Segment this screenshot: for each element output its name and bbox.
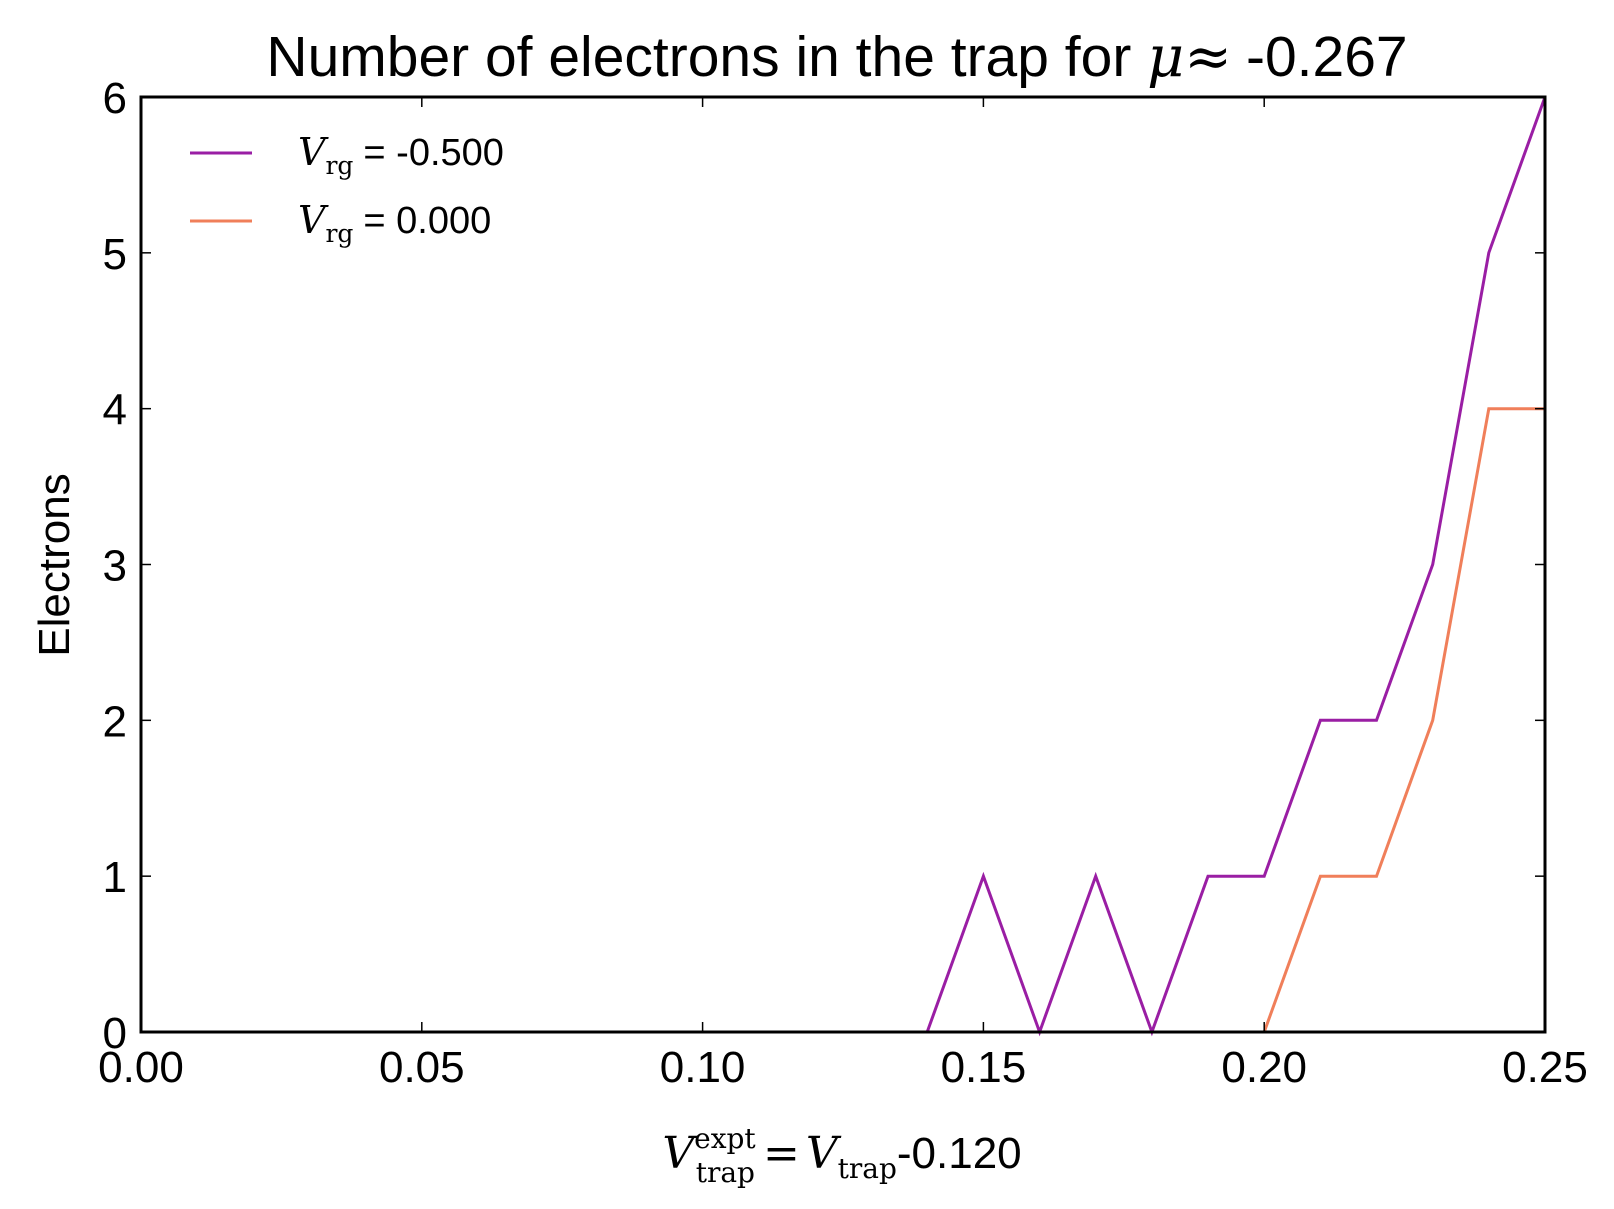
chart-title-value: -0.267 — [1246, 25, 1408, 89]
y-tick-label: 3 — [103, 542, 127, 591]
y-tick-label: 2 — [103, 697, 127, 746]
data-point — [1375, 875, 1378, 878]
y-tick-label: 5 — [103, 230, 127, 279]
legend-var: V — [298, 198, 329, 242]
x-tick-label: 0.10 — [660, 1043, 746, 1092]
data-point — [1375, 719, 1378, 722]
x-label-rhs-var: V — [806, 1128, 842, 1179]
y-tick-labels: 0 1 2 3 4 5 6 — [103, 74, 127, 1058]
y-tick-label: 6 — [103, 74, 127, 123]
x-tick-label: 0.15 — [941, 1043, 1027, 1092]
series-line-0 — [925, 96, 1547, 1037]
x-label-superscript: expt — [694, 1122, 756, 1155]
series-1 — [1262, 407, 1545, 1033]
data-point — [1431, 719, 1434, 722]
data-point — [1319, 719, 1322, 722]
data-point — [1207, 875, 1210, 878]
tick-marks — [140, 96, 1546, 1033]
x-label-var: V — [662, 1128, 698, 1179]
chart-title-mu-symbol: μ — [1147, 24, 1184, 90]
y-tick-label: 1 — [103, 853, 127, 902]
x-tick-label: 0.00 — [98, 1043, 184, 1092]
chart-title-approx-symbol: ≈ — [1184, 24, 1232, 90]
chart-title-prefix: Number of electrons in the trap for — [266, 25, 1147, 89]
data-point — [1487, 407, 1490, 410]
legend: Vrg = -0.500 Vrg = 0.000 — [190, 130, 504, 248]
legend-var: V — [298, 130, 329, 174]
series-line-1 — [1262, 407, 1545, 1033]
x-tick-labels: 0.00 0.05 0.10 0.15 0.20 0.25 — [98, 1043, 1588, 1092]
x-axis-label: Vexpt trap = Vtrap-0.120 — [662, 1122, 1021, 1189]
x-tick-label: 0.20 — [1221, 1043, 1307, 1092]
x-label-offset: -0.120 — [897, 1129, 1022, 1178]
y-axis-label: Electrons — [30, 473, 79, 656]
series-layer — [925, 96, 1547, 1037]
legend-label-vrg-neg0500: Vrg = -0.500 — [298, 130, 504, 180]
data-point — [1319, 875, 1322, 878]
chart-title: Number of electrons in the trap for μ≈ -0… — [266, 24, 1407, 90]
y-tick-label: 0 — [103, 1009, 127, 1058]
legend-value: = 0.000 — [363, 200, 491, 242]
x-label-subscript: trap — [696, 1156, 755, 1189]
data-point — [1431, 563, 1434, 566]
x-label-equals: = — [763, 1128, 800, 1179]
data-point — [1263, 875, 1266, 878]
legend-subscript: rg — [325, 151, 353, 180]
x-label-rhs-subscript: trap — [838, 1152, 897, 1185]
y-tick-label: 4 — [103, 386, 127, 435]
data-point — [1094, 875, 1097, 878]
series-0 — [925, 96, 1547, 1037]
x-tick-label: 0.05 — [379, 1043, 465, 1092]
data-point — [982, 875, 985, 878]
x-tick-label: 0.25 — [1502, 1043, 1588, 1092]
legend-label-vrg-0000: Vrg = 0.000 — [298, 198, 491, 248]
legend-value: = -0.500 — [363, 132, 504, 174]
data-point — [1487, 251, 1490, 254]
legend-subscript: rg — [325, 219, 353, 248]
